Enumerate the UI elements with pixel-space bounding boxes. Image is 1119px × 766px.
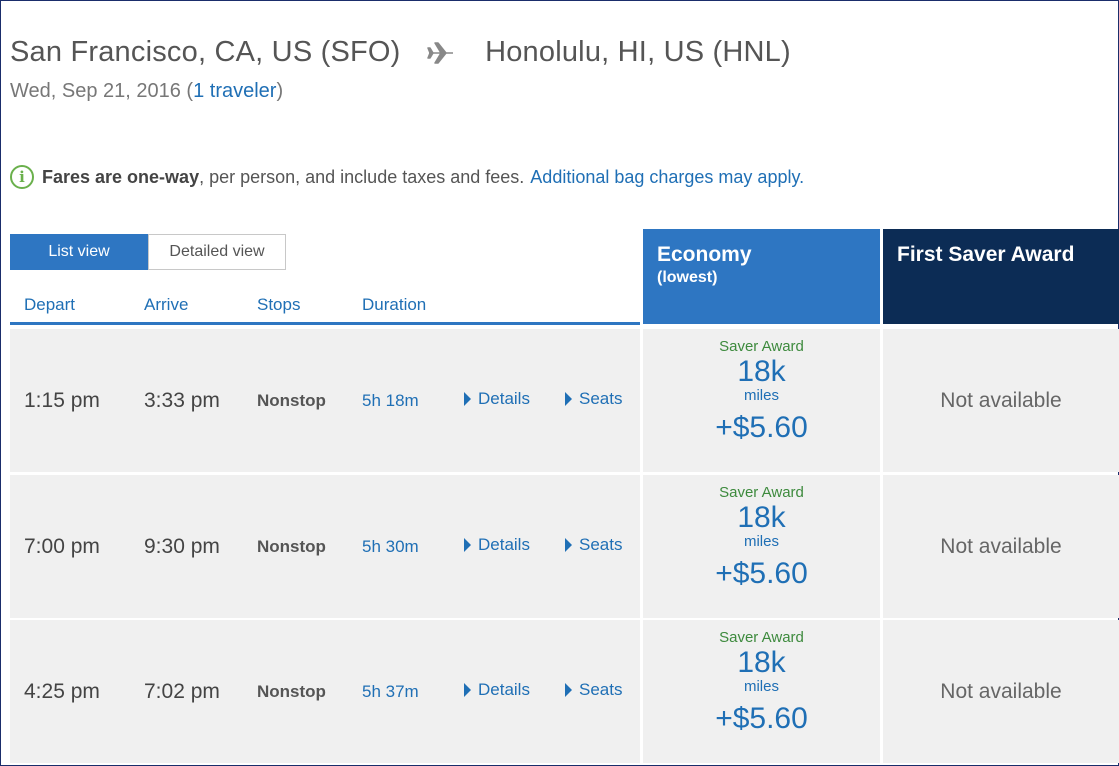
flight-row: 1:15 pm 3:33 pm Nonstop 5h 18m Details S…	[10, 329, 640, 472]
arrive-time: 7:02 pm	[144, 679, 220, 703]
sort-duration[interactable]: Duration	[362, 295, 427, 314]
details-label: Details	[478, 388, 530, 408]
economy-fare-cell[interactable]: Saver Award 18k miles +$5.60	[643, 620, 880, 763]
airplane-icon	[427, 38, 455, 66]
details-link[interactable]: Details	[464, 473, 530, 616]
sort-arrive[interactable]: Arrive	[144, 295, 189, 314]
notice-bold: Fares are one-way	[42, 166, 200, 187]
depart-time: 1:15 pm	[24, 388, 100, 412]
bag-charges-link[interactable]: Additional bag charges may apply.	[530, 166, 805, 187]
depart-time: 4:25 pm	[24, 679, 100, 703]
detailed-view-button[interactable]: Detailed view	[148, 234, 286, 270]
duration-link[interactable]: 5h 30m	[362, 536, 419, 556]
caret-right-icon	[565, 682, 572, 697]
first-fare-cell: Not available	[883, 620, 1119, 763]
notice-text: , per person, and include taxes and fees…	[199, 166, 525, 187]
depart-time: 7:00 pm	[24, 534, 100, 558]
caret-right-icon	[464, 391, 471, 406]
economy-subtitle: (lowest)	[657, 269, 718, 286]
miles-amount: 18k	[737, 646, 786, 679]
view-toggle: List view Detailed view	[10, 234, 286, 270]
miles-amount: 18k	[737, 355, 786, 388]
arrive-time: 9:30 pm	[144, 534, 220, 558]
seats-link[interactable]: Seats	[565, 473, 622, 616]
stops-value: Nonstop	[257, 536, 326, 556]
route-title: San Francisco, CA, US (SFO) Honolulu, HI…	[10, 36, 791, 69]
first-fare-cell: Not available	[883, 475, 1119, 618]
saver-award-label: Saver Award	[719, 484, 804, 501]
economy-column-header[interactable]: Economy (lowest)	[643, 229, 880, 324]
sort-stops[interactable]: Stops	[257, 295, 301, 314]
miles-label: miles	[743, 678, 779, 695]
first-saver-column-header[interactable]: First Saver Award	[883, 229, 1119, 324]
sort-depart[interactable]: Depart	[24, 295, 76, 314]
miles-amount: 18k	[737, 501, 786, 534]
economy-fare-cell[interactable]: Saver Award 18k miles +$5.60	[643, 329, 880, 472]
miles-label: miles	[743, 387, 779, 404]
seats-link[interactable]: Seats	[565, 618, 622, 761]
saver-award-label: Saver Award	[719, 338, 804, 355]
economy-fare-cell[interactable]: Saver Award 18k miles +$5.60	[643, 475, 880, 618]
destination-city: Honolulu, HI, US (HNL)	[485, 36, 791, 68]
date-text: Wed, Sep 21, 2016 (	[10, 80, 194, 102]
details-link[interactable]: Details	[464, 327, 530, 470]
date-suffix: )	[276, 80, 284, 102]
economy-title: Economy	[657, 243, 752, 266]
duration-link[interactable]: 5h 18m	[362, 390, 419, 410]
details-label: Details	[478, 679, 530, 699]
flight-row: 4:25 pm 7:02 pm Nonstop 5h 37m Details S…	[10, 620, 640, 763]
details-label: Details	[478, 534, 530, 554]
flight-row: 7:00 pm 9:30 pm Nonstop 5h 30m Details S…	[10, 475, 640, 618]
travelers-link[interactable]: 1 traveler	[193, 80, 277, 102]
saver-award-label: Saver Award	[719, 629, 804, 646]
fee-amount: +$5.60	[715, 411, 808, 444]
fee-amount: +$5.60	[715, 557, 808, 590]
caret-right-icon	[565, 391, 572, 406]
travel-date: Wed, Sep 21, 2016 (1 traveler)	[10, 80, 283, 103]
seats-label: Seats	[579, 534, 623, 554]
seats-label: Seats	[579, 388, 623, 408]
header-divider	[10, 322, 640, 325]
list-view-button[interactable]: List view	[10, 234, 148, 270]
fee-amount: +$5.60	[715, 702, 808, 735]
details-link[interactable]: Details	[464, 618, 530, 761]
origin-city: San Francisco, CA, US (SFO)	[10, 36, 401, 68]
first-fare-cell: Not available	[883, 329, 1119, 472]
caret-right-icon	[464, 537, 471, 552]
stops-value: Nonstop	[257, 681, 326, 701]
fare-notice: i Fares are one-way , per person, and in…	[10, 165, 804, 189]
duration-link[interactable]: 5h 37m	[362, 681, 419, 701]
miles-label: miles	[743, 533, 779, 550]
caret-right-icon	[565, 537, 572, 552]
stops-value: Nonstop	[257, 390, 326, 410]
arrive-time: 3:33 pm	[144, 388, 220, 412]
caret-right-icon	[464, 682, 471, 697]
seats-link[interactable]: Seats	[565, 327, 622, 470]
seats-label: Seats	[579, 679, 623, 699]
info-icon: i	[10, 165, 34, 189]
